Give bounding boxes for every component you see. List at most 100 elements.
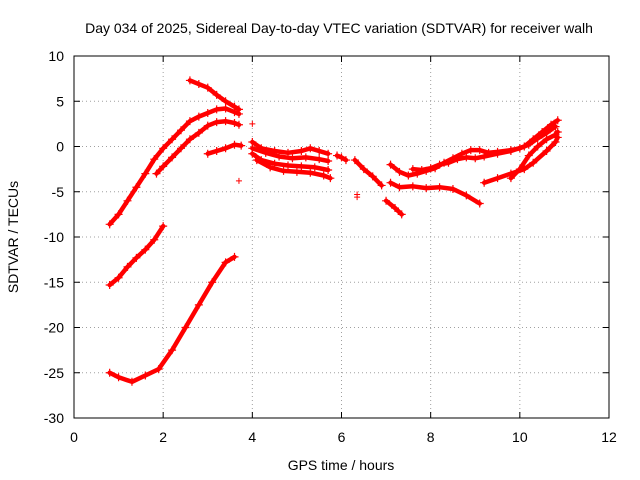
data-point xyxy=(212,105,221,114)
data-point xyxy=(208,278,217,287)
series-track-3 xyxy=(185,76,243,114)
data-point xyxy=(105,280,114,289)
data-point xyxy=(123,196,132,205)
data-point xyxy=(127,377,136,386)
data-point xyxy=(168,346,177,355)
data-point xyxy=(435,160,444,169)
x-axis-label: GPS time / hours xyxy=(288,457,395,473)
data-point xyxy=(230,102,239,111)
data-point xyxy=(306,144,315,153)
data-point xyxy=(386,160,395,169)
data-point xyxy=(177,126,185,135)
data-point xyxy=(324,156,333,165)
grid-lines xyxy=(74,56,609,418)
data-point xyxy=(542,135,551,144)
x-tick-label: 2 xyxy=(159,429,167,445)
y-axis-label: SDTVAR / TECUs xyxy=(5,181,21,293)
data-point xyxy=(185,135,194,144)
data-point xyxy=(337,153,346,162)
data-point xyxy=(417,166,426,175)
series-track-17 xyxy=(480,133,562,187)
data-point xyxy=(310,163,319,172)
data-point xyxy=(234,105,243,114)
data-point xyxy=(435,183,444,192)
data-point xyxy=(114,210,123,219)
data-point xyxy=(203,109,212,118)
data-point xyxy=(520,142,529,151)
data-point xyxy=(181,323,190,332)
data-point xyxy=(354,194,361,201)
data-point xyxy=(426,164,435,173)
series-isolated xyxy=(235,120,361,201)
data-point xyxy=(404,171,413,180)
series-track-11 xyxy=(333,151,350,165)
x-tick-label: 8 xyxy=(427,429,435,445)
y-tick-label: 0 xyxy=(56,139,64,155)
series-track-6 xyxy=(203,140,246,158)
data-point xyxy=(248,149,257,158)
data-point xyxy=(350,156,359,165)
y-tick-label: -20 xyxy=(44,320,64,336)
series-track-10 xyxy=(252,156,335,183)
data-point xyxy=(159,144,168,153)
data-point xyxy=(203,83,212,92)
data-point xyxy=(249,120,256,127)
series-track-2 xyxy=(152,117,243,178)
data-point xyxy=(194,128,203,137)
data-point xyxy=(234,120,243,129)
data-point xyxy=(408,182,417,191)
y-tick-label: -5 xyxy=(52,184,65,200)
data-point xyxy=(480,178,489,187)
data-point xyxy=(194,80,203,89)
data-point xyxy=(221,144,230,153)
y-tick-label: -15 xyxy=(44,274,64,290)
data-point xyxy=(230,118,239,127)
data-point xyxy=(221,97,230,106)
data-point xyxy=(154,365,163,374)
data-point xyxy=(132,183,141,192)
x-tick-label: 4 xyxy=(248,429,256,445)
data-point xyxy=(506,174,515,183)
data-point xyxy=(408,165,417,174)
data-point xyxy=(333,151,342,160)
data-point xyxy=(493,149,502,158)
data-point xyxy=(279,166,288,175)
x-tick-label: 10 xyxy=(512,429,528,445)
data-point xyxy=(341,156,350,165)
data-point xyxy=(466,146,475,155)
data-point xyxy=(185,117,194,126)
data-point xyxy=(377,181,386,190)
data-point xyxy=(386,178,395,187)
data-point xyxy=(132,253,141,262)
y-tick-label: -30 xyxy=(44,410,64,426)
chart-title: Day 034 of 2025, Sidereal Day-to-day VTE… xyxy=(85,20,593,36)
x-tick-label: 6 xyxy=(338,429,346,445)
data-point xyxy=(319,171,328,180)
data-point xyxy=(529,135,538,144)
axis-ticks: 0 2 4 6 8 10 12 -30 -25 -20 -15 -10 -5 0 5 10 xyxy=(44,48,617,445)
data-point xyxy=(326,174,335,183)
data-point xyxy=(230,140,239,149)
data-point xyxy=(194,112,203,121)
data-point xyxy=(475,146,484,155)
data-point xyxy=(297,147,306,156)
data-point xyxy=(237,141,246,150)
x-tick-label: 0 xyxy=(70,429,78,445)
data-point xyxy=(252,156,261,165)
data-point xyxy=(475,199,484,208)
data-track xyxy=(352,157,384,188)
data-point xyxy=(538,128,547,137)
data-point xyxy=(462,191,471,200)
data-points xyxy=(105,76,562,386)
series-track-16 xyxy=(382,196,406,219)
series-track-1 xyxy=(105,104,243,229)
data-point xyxy=(297,162,306,171)
data-point xyxy=(292,167,301,176)
data-point xyxy=(506,147,515,156)
data-point xyxy=(114,373,123,382)
series-track-7 xyxy=(248,137,333,158)
data-point xyxy=(150,235,159,244)
series-track-5 xyxy=(105,252,239,386)
data-point xyxy=(515,165,524,174)
data-point xyxy=(542,147,551,156)
